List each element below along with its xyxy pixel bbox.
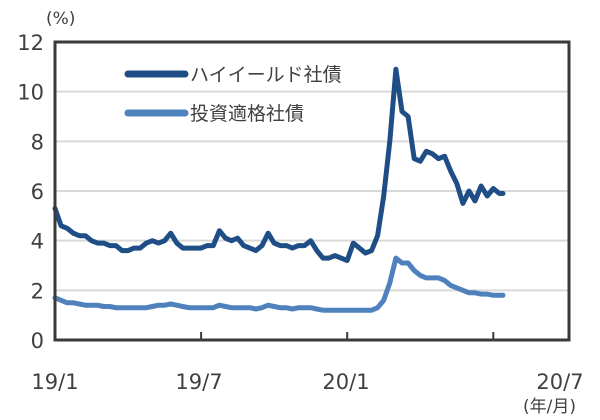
series-line-high-yield — [52, 66, 506, 263]
y-tick-label: 12 — [17, 31, 44, 55]
x-tick-label: 20/7 — [536, 370, 583, 394]
legend-label-investment-grade: 投資適格社債 — [190, 103, 304, 125]
legend-label-high-yield: ハイイールド社債 — [190, 64, 342, 86]
y-tick-label: 4 — [31, 230, 44, 254]
y-tick-label: 6 — [31, 180, 44, 204]
x-tick-label: 19/1 — [31, 370, 78, 394]
series-lines — [52, 66, 506, 313]
plot-frame — [53, 40, 571, 342]
x-axis-labels: 19/1 19/7 20/1 20/7 — [31, 370, 583, 394]
series-line-investment-grade — [52, 255, 506, 313]
y-axis-unit: (%) — [46, 9, 75, 29]
gridlines — [55, 90, 569, 292]
y-axis-labels: 0 2 4 6 8 10 12 — [17, 31, 44, 353]
y-tick-label: 2 — [31, 279, 44, 303]
x-tick-label: 20/1 — [322, 370, 369, 394]
x-axis-unit: (年/月) — [523, 397, 576, 417]
x-axis-ticks — [200, 332, 495, 340]
y-tick-label: 8 — [31, 130, 44, 154]
y-tick-label: 10 — [17, 81, 44, 105]
legend: ハイイールド社債 投資適格社債 — [124, 64, 342, 125]
x-tick-label: 19/7 — [175, 370, 222, 394]
y-tick-label: 0 — [31, 329, 44, 353]
